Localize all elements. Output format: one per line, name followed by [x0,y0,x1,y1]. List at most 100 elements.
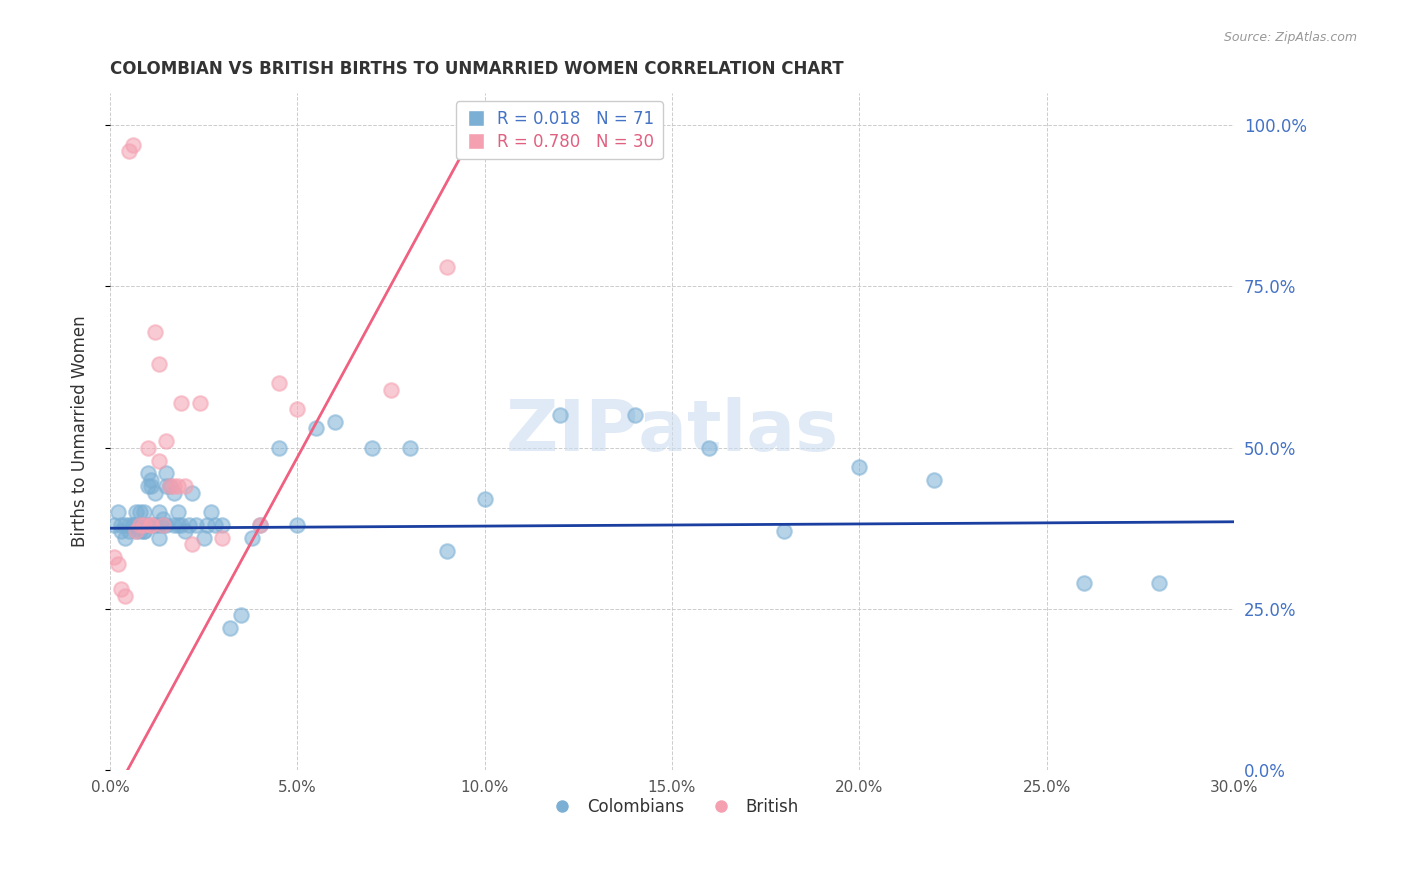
British [114,589,136,603]
Colombians [103,518,125,533]
Colombians [143,518,166,533]
Colombians [125,518,148,533]
British [141,518,163,533]
British [380,383,402,397]
Colombians [159,479,181,493]
Y-axis label: Births to Unmarried Women: Births to Unmarried Women [72,316,89,548]
Colombians [136,518,159,533]
Colombians [155,518,177,533]
British [118,144,141,158]
British [148,453,170,467]
Colombians [129,518,152,533]
Colombians [129,524,152,539]
Colombians [174,524,197,539]
Colombians [323,415,346,429]
Colombians [219,621,242,635]
Colombians [773,524,796,539]
Colombians [170,518,193,533]
Colombians [136,467,159,481]
Text: COLOMBIAN VS BRITISH BIRTHS TO UNMARRIED WOMEN CORRELATION CHART: COLOMBIAN VS BRITISH BIRTHS TO UNMARRIED… [110,60,844,78]
Colombians [211,518,233,533]
Colombians [152,518,174,533]
Colombians [193,531,215,545]
British [129,518,152,533]
Colombians [148,505,170,519]
Colombians [118,518,141,533]
British [110,582,132,597]
British [121,137,143,152]
Colombians [186,518,208,533]
British [211,531,233,545]
British [249,518,271,533]
Colombians [110,524,132,539]
British [163,479,186,493]
Colombians [114,518,136,533]
Colombians [148,531,170,545]
Colombians [121,518,143,533]
Colombians [155,467,177,481]
British [159,479,181,493]
Text: ZIP​atlas: ZIP​atlas [506,397,838,466]
Colombians [132,524,155,539]
Colombians [623,409,645,423]
Colombians [200,505,222,519]
Colombians [699,441,721,455]
Colombians [474,492,496,507]
Colombians [141,518,163,533]
British [170,395,193,409]
Colombians [1147,576,1170,591]
Colombians [125,505,148,519]
British [143,325,166,339]
Colombians [1073,576,1095,591]
Colombians [361,441,384,455]
Legend: Colombians, British: Colombians, British [538,791,806,822]
Colombians [141,473,163,487]
Colombians [436,543,458,558]
Colombians [118,524,141,539]
Colombians [132,505,155,519]
Colombians [148,518,170,533]
British [155,434,177,449]
Colombians [177,518,200,533]
British [136,441,159,455]
Colombians [163,485,186,500]
British [267,376,290,391]
Colombians [163,518,186,533]
Colombians [121,518,143,533]
British [166,479,188,493]
British [152,518,174,533]
Text: Source: ZipAtlas.com: Source: ZipAtlas.com [1223,31,1357,45]
Colombians [141,479,163,493]
Colombians [132,524,155,539]
British [436,260,458,274]
Colombians [129,505,152,519]
Colombians [166,518,188,533]
British [103,550,125,565]
Colombians [107,505,129,519]
Colombians [143,485,166,500]
British [125,524,148,539]
British [132,518,155,533]
Colombians [548,409,571,423]
Colombians [132,518,155,533]
British [141,518,163,533]
Colombians [197,518,219,533]
Colombians [136,479,159,493]
Colombians [204,518,226,533]
Colombians [166,505,188,519]
Colombians [231,608,253,623]
British [181,537,204,551]
Colombians [922,473,945,487]
Colombians [249,518,271,533]
Colombians [398,441,420,455]
British [107,557,129,571]
British [188,395,211,409]
Colombians [287,518,309,533]
Colombians [125,524,148,539]
Colombians [152,511,174,525]
Colombians [114,531,136,545]
Colombians [181,485,204,500]
British [174,479,197,493]
Colombians [267,441,290,455]
Colombians [110,518,132,533]
